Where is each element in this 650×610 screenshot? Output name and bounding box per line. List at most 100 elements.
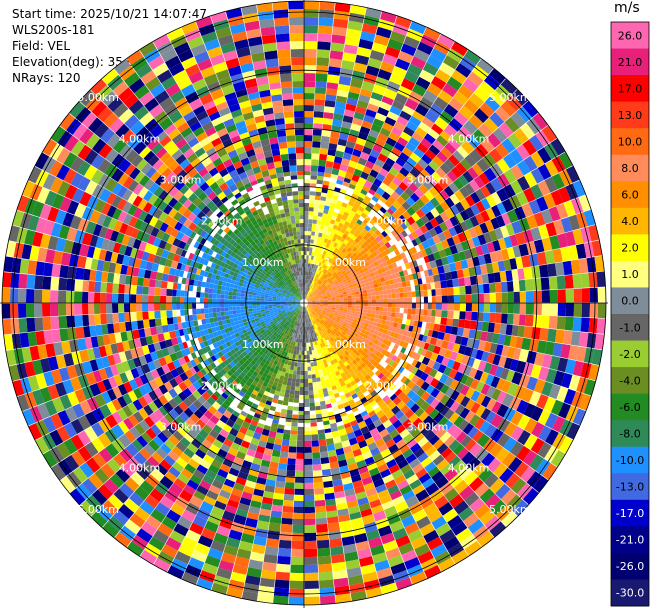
ppi-gate	[464, 376, 474, 388]
ppi-gate	[367, 277, 373, 282]
ppi-gate	[320, 262, 324, 268]
ppi-gate	[379, 167, 389, 177]
ppi-gate	[383, 275, 389, 282]
ppi-gate	[324, 275, 328, 280]
ppi-gate	[433, 96, 449, 111]
ppi-gate	[415, 308, 420, 315]
ppi-gate	[382, 338, 388, 345]
ppi-gate	[228, 306, 233, 311]
ppi-gate	[580, 273, 590, 288]
ppi-gate	[278, 547, 292, 557]
ppi-gate	[343, 109, 355, 118]
ppi-gate	[360, 350, 367, 357]
ppi-gate	[288, 446, 297, 453]
ppi-gate	[389, 167, 399, 177]
ppi-gate	[387, 246, 394, 253]
ppi-gate	[564, 274, 574, 289]
ppi-gate	[321, 233, 327, 239]
ppi-gate	[352, 189, 361, 196]
ppi-gate	[347, 20, 363, 31]
ppi-gate	[329, 290, 334, 293]
ppi-gate	[361, 329, 367, 334]
ppi-gate	[468, 367, 478, 379]
ppi-gate	[439, 130, 453, 143]
ppi-gate	[330, 291, 335, 295]
ppi-gate	[315, 305, 320, 308]
ppi-gate	[106, 303, 113, 314]
ppi-gate	[304, 572, 319, 581]
ppi-gate	[384, 116, 397, 127]
ppi-gate	[391, 293, 396, 299]
ppi-gate	[369, 272, 375, 278]
ppi-gate	[354, 186, 362, 193]
ppi-gate	[383, 221, 390, 228]
ppi-gate	[370, 183, 379, 193]
ppi-gate	[523, 155, 538, 172]
ppi-gate	[332, 224, 338, 230]
ppi-gate	[370, 313, 376, 318]
ppi-gate	[334, 311, 339, 315]
ppi-gate	[466, 134, 481, 149]
ppi-gate	[357, 246, 364, 252]
ppi-gate	[397, 232, 405, 240]
ppi-gate	[304, 287, 306, 292]
site-label: WLS200s-181	[12, 23, 95, 37]
ppi-gate	[335, 332, 340, 337]
ppi-gate	[367, 155, 378, 164]
ppi-gate	[423, 309, 428, 316]
ppi-gate	[411, 393, 421, 404]
ppi-gate	[431, 309, 436, 317]
ppi-gate	[314, 295, 319, 299]
ppi-gate	[400, 323, 406, 330]
ppi-gate	[280, 523, 293, 533]
ppi-gate	[329, 313, 334, 316]
ppi-gate	[309, 288, 312, 293]
ppi-gate	[367, 103, 379, 113]
ppi-gate	[330, 319, 336, 323]
ppi-gate	[499, 467, 514, 484]
ppi-gate	[339, 296, 344, 300]
ppi-gate	[358, 277, 364, 282]
ppi-gate	[215, 303, 221, 308]
ppi-gate	[321, 216, 327, 222]
ppi-gate	[315, 227, 320, 233]
ppi-gate	[232, 313, 238, 318]
ppi-gate	[562, 260, 573, 276]
ppi-gate	[351, 300, 356, 303]
ppi-gate	[500, 367, 510, 380]
ppi-gate	[413, 163, 425, 174]
ppi-gate	[313, 256, 317, 261]
ppi-gate	[361, 228, 369, 235]
ppi-gate	[326, 230, 332, 236]
ppi-gate	[479, 102, 495, 118]
ppi-gate	[368, 346, 375, 353]
ppi-gate	[304, 186, 310, 192]
ppi-gate	[442, 420, 454, 432]
ppi-gate	[346, 279, 352, 284]
ppi-gate	[498, 238, 507, 250]
ppi-gate	[275, 480, 286, 488]
ppi-gate	[373, 34, 390, 46]
ppi-gate	[310, 276, 313, 281]
ppi-gate	[313, 293, 318, 297]
ppi-gate	[349, 243, 355, 250]
ppi-gate	[383, 294, 388, 299]
ppi-gate	[373, 330, 379, 336]
ppi-gate	[307, 305, 311, 309]
ppi-gate	[408, 365, 415, 373]
ppi-gate	[347, 293, 352, 296]
ppi-gate	[364, 330, 370, 336]
ppi-gate	[361, 272, 367, 277]
ppi-gate	[591, 240, 603, 257]
ppi-gate	[208, 308, 213, 313]
ppi-gate	[387, 303, 393, 308]
ppi-gate	[292, 414, 299, 419]
ppi-gate	[381, 385, 389, 392]
ppi-gate	[287, 405, 294, 411]
ppi-gate	[382, 395, 390, 403]
ppi-gate	[489, 68, 506, 85]
ppi-gate	[405, 142, 417, 153]
ppi-gate	[424, 430, 436, 441]
ppi-gate	[550, 189, 564, 206]
ppi-gate	[329, 137, 339, 145]
